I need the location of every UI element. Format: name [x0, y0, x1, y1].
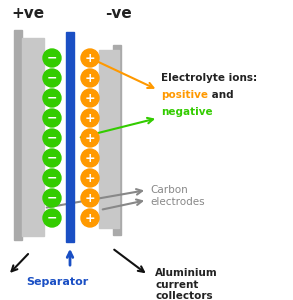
Circle shape — [43, 169, 61, 187]
Circle shape — [81, 189, 99, 207]
Bar — [113, 45, 121, 235]
Circle shape — [43, 129, 61, 147]
Circle shape — [81, 129, 99, 147]
Circle shape — [43, 189, 61, 207]
Text: +ve: +ve — [11, 7, 45, 22]
Text: Separator: Separator — [26, 277, 88, 287]
Text: +: + — [85, 191, 95, 205]
Circle shape — [43, 149, 61, 167]
Circle shape — [81, 209, 99, 227]
Text: +: + — [85, 212, 95, 224]
Bar — [99, 50, 119, 228]
Circle shape — [43, 209, 61, 227]
Text: −: − — [47, 152, 57, 164]
Text: +: + — [85, 131, 95, 145]
Text: +: + — [85, 152, 95, 164]
Circle shape — [81, 149, 99, 167]
Text: −: − — [47, 172, 57, 184]
Text: −: − — [47, 52, 57, 64]
Text: +: + — [85, 92, 95, 104]
Circle shape — [81, 169, 99, 187]
Text: Aluminium
current
collectors: Aluminium current collectors — [155, 268, 218, 300]
Text: −: − — [47, 71, 57, 85]
Text: −: − — [47, 191, 57, 205]
Text: and: and — [208, 90, 234, 100]
Text: negative: negative — [161, 107, 213, 117]
Text: +: + — [85, 172, 95, 184]
Text: −: − — [47, 92, 57, 104]
Text: Electrolyte ions:: Electrolyte ions: — [161, 73, 257, 83]
Circle shape — [43, 109, 61, 127]
Bar — [66, 32, 74, 242]
Text: -ve: -ve — [105, 7, 131, 22]
Text: −: − — [47, 212, 57, 224]
Text: −: − — [47, 112, 57, 124]
Text: positive: positive — [161, 90, 208, 100]
Circle shape — [43, 49, 61, 67]
Text: −: − — [47, 131, 57, 145]
Text: +: + — [85, 52, 95, 64]
Circle shape — [81, 89, 99, 107]
Text: +: + — [85, 71, 95, 85]
Bar — [22, 38, 44, 236]
Circle shape — [81, 69, 99, 87]
Circle shape — [81, 109, 99, 127]
Bar — [14, 30, 22, 240]
Circle shape — [81, 49, 99, 67]
Text: +: + — [85, 112, 95, 124]
Text: Carbon
electrodes: Carbon electrodes — [150, 185, 205, 207]
Circle shape — [43, 69, 61, 87]
Circle shape — [43, 89, 61, 107]
